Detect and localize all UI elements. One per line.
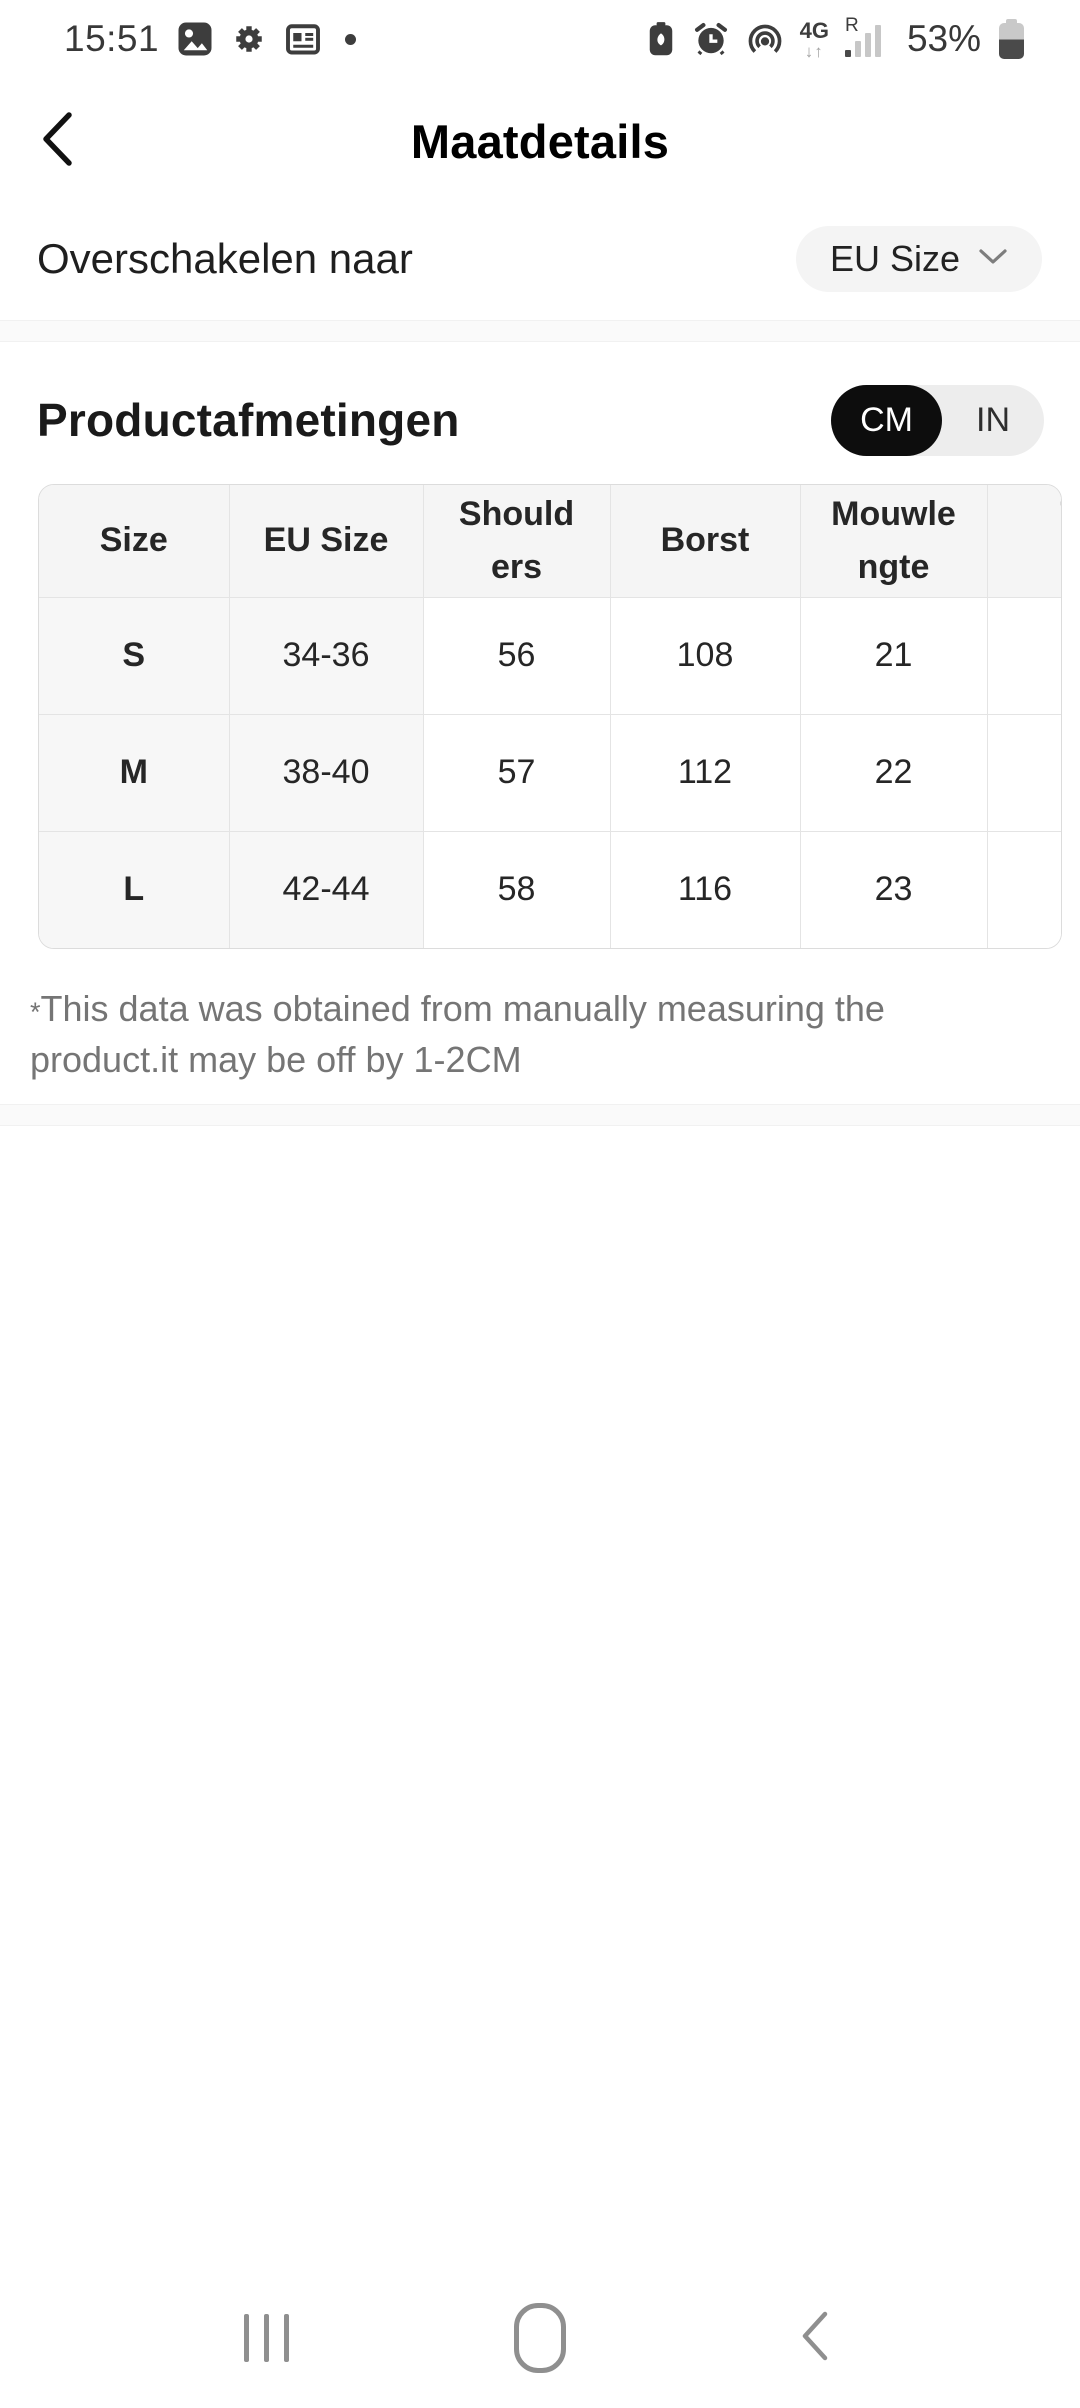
home-button[interactable] [500,2293,580,2383]
cell-eu-size: 34-36 [228,596,424,715]
switch-size-standard-row: Overschakelen naar EU Size [0,226,1080,292]
product-measurements-header: Productafmetingen CM IN [0,384,1080,456]
cell-mouwlengte: 22 [799,713,988,832]
chevron-left-icon [38,110,76,173]
measurement-disclaimer: *This data was obtained from manually me… [30,985,1040,1084]
back-button[interactable] [38,108,94,174]
data-arrows-icon: ↓↑ [804,42,824,61]
cell-shoulders: 56 [422,596,611,715]
page-title: Maatdetails [410,114,670,168]
size-table: Size EU Size Should ers Borst Mouwle ngt… [39,485,1061,948]
unit-toggle: CM IN [831,384,1044,456]
size-standard-selector[interactable]: EU Size [795,226,1042,292]
cell-shoulders: 57 [422,713,611,832]
table-row: S 34-36 56 108 21 [39,596,1061,715]
cell-eu-size: 38-40 [228,713,424,832]
news-widget-icon [285,21,321,57]
network-type-indicator: 4G ↓↑ [799,18,829,61]
col-header-eu-size: EU Size [228,485,424,598]
asterisk-marker: * [30,997,41,1027]
back-icon [797,2310,831,2367]
cell-size: L [39,830,230,948]
disclaimer-text: This data was obtained from manually mea… [30,988,885,1080]
cell-size: S [39,596,230,715]
cell-totale-lengte [986,713,1061,832]
section-title: Productafmetingen [37,394,460,446]
cell-borst: 116 [609,830,801,948]
unit-toggle-cm[interactable]: CM [831,384,942,456]
recents-icon [243,2314,289,2362]
network-type-label: 4G [799,18,829,43]
app-header: Maatdetails [0,72,1080,210]
home-icon [514,2303,566,2373]
cell-mouwlengte: 23 [799,830,988,948]
recents-button[interactable] [226,2293,306,2383]
cell-borst: 112 [609,713,801,832]
gallery-icon [177,21,213,57]
section-divider [0,1104,1080,1126]
col-header-shoulders: Should ers [422,485,611,598]
size-table-scroll-area[interactable]: Size EU Size Should ers Borst Mouwle ngt… [38,484,1062,949]
cell-eu-size: 42-44 [228,830,424,948]
hotspot-icon [746,20,784,58]
notification-dot-icon [345,33,357,45]
size-standard-value: EU Size [829,238,960,279]
battery-icon [999,19,1024,59]
cell-shoulders: 58 [422,830,611,948]
section-divider [0,320,1080,342]
col-header-totale-lengte: To le [986,485,1061,598]
col-header-size: Size [39,485,230,598]
cell-size: M [39,713,230,832]
settings-gear-icon [231,21,267,57]
cell-mouwlengte: 21 [799,596,988,715]
table-row: M 38-40 57 112 22 [39,713,1061,832]
status-bar: 15:51 [0,0,1080,72]
col-header-borst: Borst [609,485,801,598]
cell-borst: 108 [609,596,801,715]
switch-label: Overschakelen naar [37,235,413,282]
system-nav-bar [0,2268,1080,2408]
table-row: L 42-44 58 116 23 [39,830,1061,948]
unit-toggle-in[interactable]: IN [976,400,1010,439]
alarm-icon [692,20,730,58]
table-header-row: Size EU Size Should ers Borst Mouwle ngt… [39,485,1061,598]
battery-percentage: 53% [906,18,981,59]
roaming-label: R [844,15,859,36]
battery-saver-icon [646,21,676,57]
chevron-down-icon [978,248,1008,271]
signal-strength-icon: R [844,15,891,61]
col-header-mouwlengte: Mouwle ngte [799,485,988,598]
clock-time: 15:51 [64,18,160,59]
back-nav-button[interactable] [774,2293,854,2383]
cell-totale-lengte [986,830,1061,948]
cell-totale-lengte [986,596,1061,715]
